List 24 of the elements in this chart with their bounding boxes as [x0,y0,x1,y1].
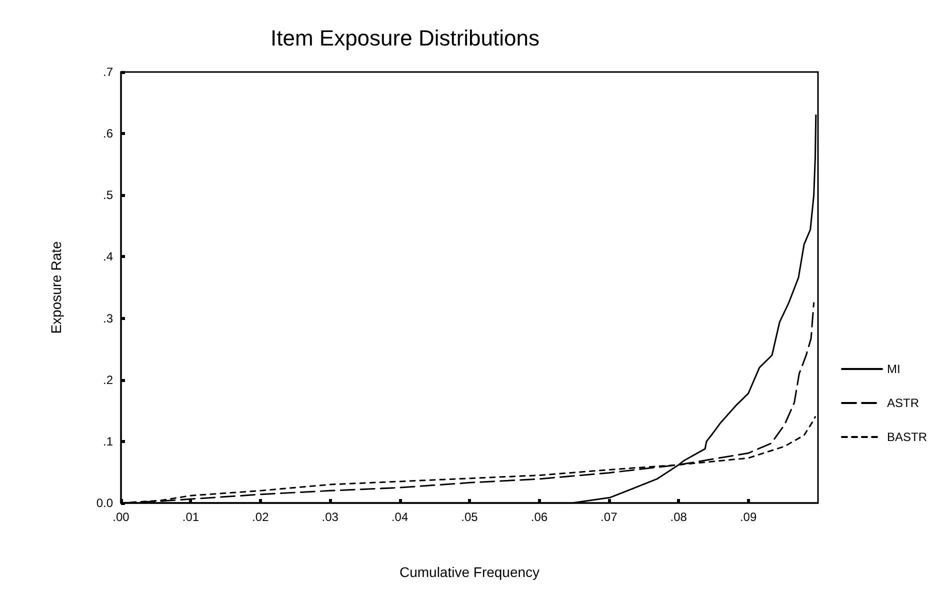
chart-title: Item Exposure Distributions [270,26,540,50]
x-tick-label: .08 [670,510,688,524]
legend-label: BASTR [887,430,928,444]
legend-label: MI [887,362,900,376]
x-axis-title: Cumulative Frequency [399,564,540,580]
y-tick-label: .7 [102,65,114,79]
legend-label: ASTR [887,396,920,410]
x-tick-label: .01 [182,510,200,524]
y-tick-label: .5 [102,188,114,202]
x-tick-label: .04 [391,510,408,524]
y-axis-title: Exposure Rate [48,240,64,334]
x-tick-label: .00 [112,510,130,524]
x-tick-label: .03 [322,510,339,524]
x-tick-label: .09 [740,510,757,524]
y-tick-label: .2 [102,372,114,387]
y-tick-label: .1 [102,434,114,448]
y-tick-label: 0.0 [96,496,114,510]
x-tick-label: .05 [461,510,478,524]
y-tick-label: .4 [102,250,114,264]
x-tick-label: .06 [530,510,548,524]
x-tick-label: .02 [252,510,270,524]
x-tick-label: .07 [600,510,618,524]
y-tick-label: .3 [102,311,114,326]
y-tick-label: .6 [102,126,114,141]
